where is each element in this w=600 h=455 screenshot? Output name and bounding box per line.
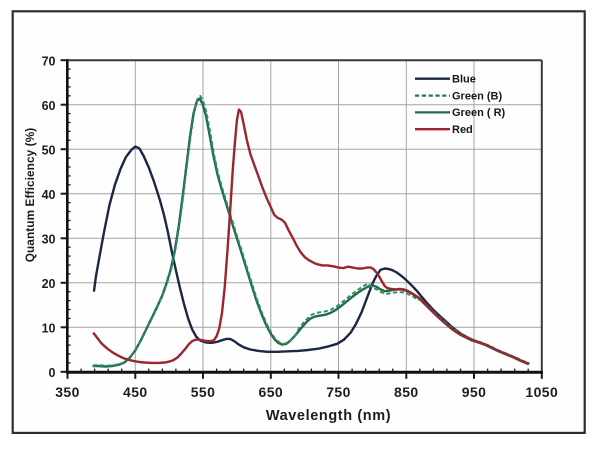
- svg-text:Red: Red: [452, 124, 473, 136]
- svg-text:950: 950: [462, 384, 487, 400]
- svg-text:450: 450: [123, 384, 148, 400]
- svg-text:650: 650: [259, 384, 284, 400]
- svg-text:Wavelength (nm): Wavelength (nm): [266, 408, 391, 424]
- svg-text:Quantum Efficiency (%): Quantum Efficiency (%): [23, 128, 37, 263]
- svg-text:20: 20: [42, 277, 56, 291]
- svg-text:750: 750: [326, 384, 351, 400]
- svg-text:850: 850: [394, 384, 419, 400]
- svg-text:30: 30: [42, 233, 56, 247]
- svg-text:1050: 1050: [525, 384, 558, 400]
- svg-text:0: 0: [49, 366, 56, 380]
- svg-text:350: 350: [55, 384, 80, 400]
- svg-text:10: 10: [42, 322, 56, 336]
- svg-text:Blue: Blue: [452, 74, 476, 86]
- svg-text:50: 50: [42, 143, 56, 157]
- svg-text:Green ( R): Green ( R): [452, 107, 506, 119]
- svg-text:60: 60: [42, 99, 56, 113]
- svg-text:Green (B): Green (B): [452, 90, 502, 102]
- svg-text:40: 40: [42, 188, 56, 202]
- svg-text:550: 550: [191, 384, 216, 400]
- svg-text:70: 70: [42, 54, 56, 68]
